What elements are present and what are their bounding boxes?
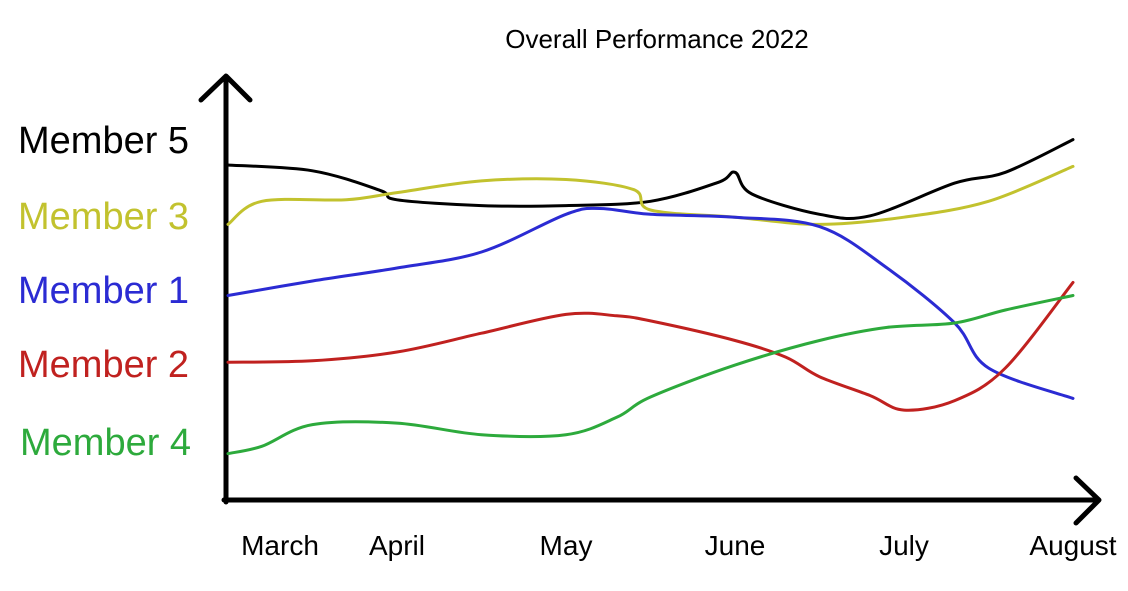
series-line-member-4 [226, 294, 1075, 456]
chart-title: Overall Performance 2022 [505, 24, 808, 54]
series-layer [226, 138, 1075, 456]
y-level-label: Member 5 [18, 120, 189, 162]
series-line-member-2 [226, 280, 1075, 412]
y-axis-arrow [198, 73, 253, 103]
x-axis-arrow [1073, 475, 1102, 526]
x-tick-label: July [879, 530, 929, 561]
x-tick-label: August [1029, 530, 1116, 561]
x-tick-label: March [241, 530, 319, 561]
y-level-label: Member 4 [20, 422, 191, 464]
x-tick-labels: March April May June July August [241, 530, 1117, 561]
y-level-label: Member 2 [18, 344, 189, 386]
y-level-label: Member 3 [18, 196, 189, 238]
y-level-labels: Member 5 Member 3 Member 1 Member 2 Member 4 [18, 120, 191, 464]
x-tick-label: June [705, 530, 766, 561]
series-line-member-1 [226, 206, 1075, 400]
x-tick-label: April [369, 530, 425, 561]
y-level-label: Member 1 [18, 270, 189, 312]
x-tick-label: May [540, 530, 593, 561]
series-line-member-3 [226, 164, 1075, 226]
series-line-member-5 [226, 138, 1075, 221]
axes [198, 73, 1102, 526]
